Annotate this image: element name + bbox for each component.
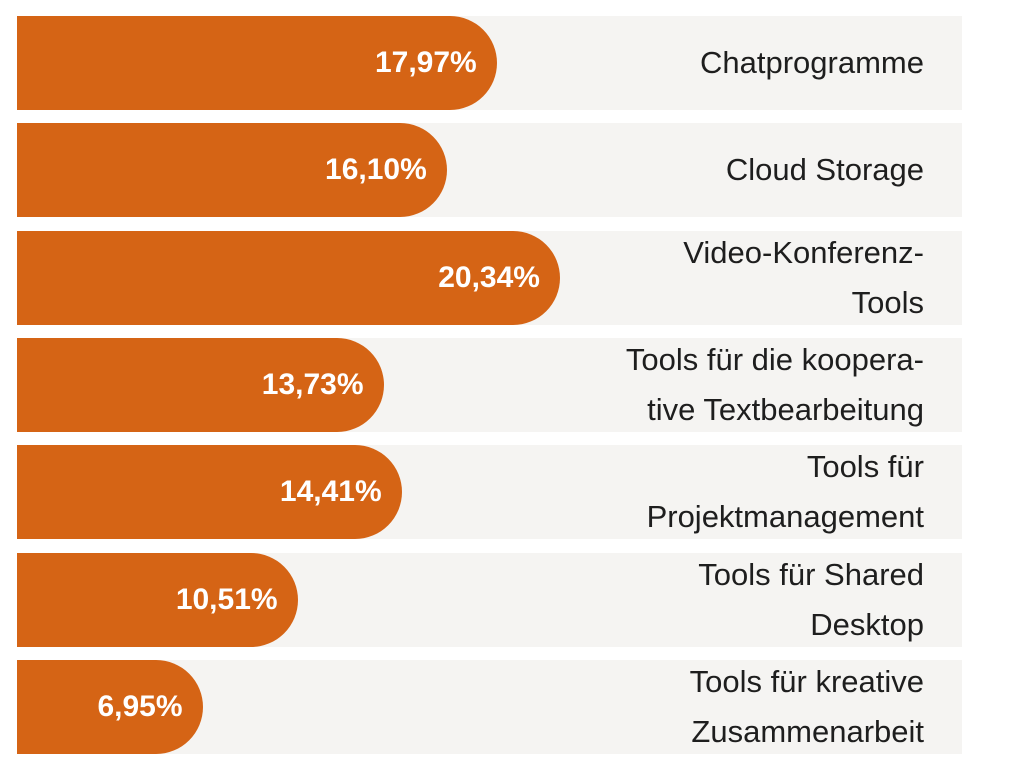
- row: Tools für die koopera- tive Textbearbeit…: [17, 337, 962, 432]
- value-label: 14,41%: [279, 475, 382, 509]
- category-label: Tools für Shared Desktop: [698, 556, 924, 642]
- value-label: 13,73%: [261, 367, 364, 401]
- category-cell: Tools für kreative Zusammenarbeit: [690, 660, 924, 754]
- category-cell: Cloud Storage: [726, 123, 924, 217]
- category-label: Tools für die koopera- tive Textbearbeit…: [625, 341, 924, 427]
- category-cell: Tools für Projektmanagement: [647, 445, 924, 539]
- bar: 17,97%: [17, 16, 497, 110]
- value-label: 20,34%: [438, 260, 540, 294]
- category-label: Cloud Storage: [725, 152, 924, 188]
- row: Video-Konferenz- Tools 20,34%: [17, 230, 962, 325]
- bar: 20,34%: [17, 230, 560, 325]
- value-label: 6,95%: [97, 689, 183, 723]
- row: Tools für kreative Zusammenarbeit 6,95%: [17, 659, 962, 754]
- bar: 16,10%: [17, 123, 447, 218]
- category-label: Tools für kreative Zusammenarbeit: [689, 663, 924, 749]
- value-label: 17,97%: [374, 46, 477, 79]
- category-cell: Video-Konferenz- Tools: [683, 231, 924, 325]
- value-label: 10,51%: [175, 582, 278, 616]
- category-label: Chatprogramme: [700, 45, 924, 80]
- category-label: Video-Konferenz- Tools: [683, 234, 924, 320]
- category-cell: Chatprogramme: [700, 16, 924, 110]
- row: Chatprogramme 17,97%: [17, 16, 962, 110]
- category-label: Tools für Projektmanagement: [646, 449, 924, 535]
- category-cell: Tools für Shared Desktop: [698, 553, 924, 647]
- category-cell: Tools für die koopera- tive Textbearbeit…: [626, 338, 924, 432]
- row: Tools für Projektmanagement 14,41%: [17, 445, 962, 540]
- bar: 13,73%: [17, 337, 384, 432]
- row: Tools für Shared Desktop 10,51%: [17, 552, 962, 647]
- bar: 14,41%: [17, 445, 402, 540]
- bar: 6,95%: [17, 659, 203, 754]
- bar: 10,51%: [17, 552, 298, 647]
- row: Cloud Storage 16,10%: [17, 123, 962, 218]
- value-label: 16,10%: [325, 153, 427, 187]
